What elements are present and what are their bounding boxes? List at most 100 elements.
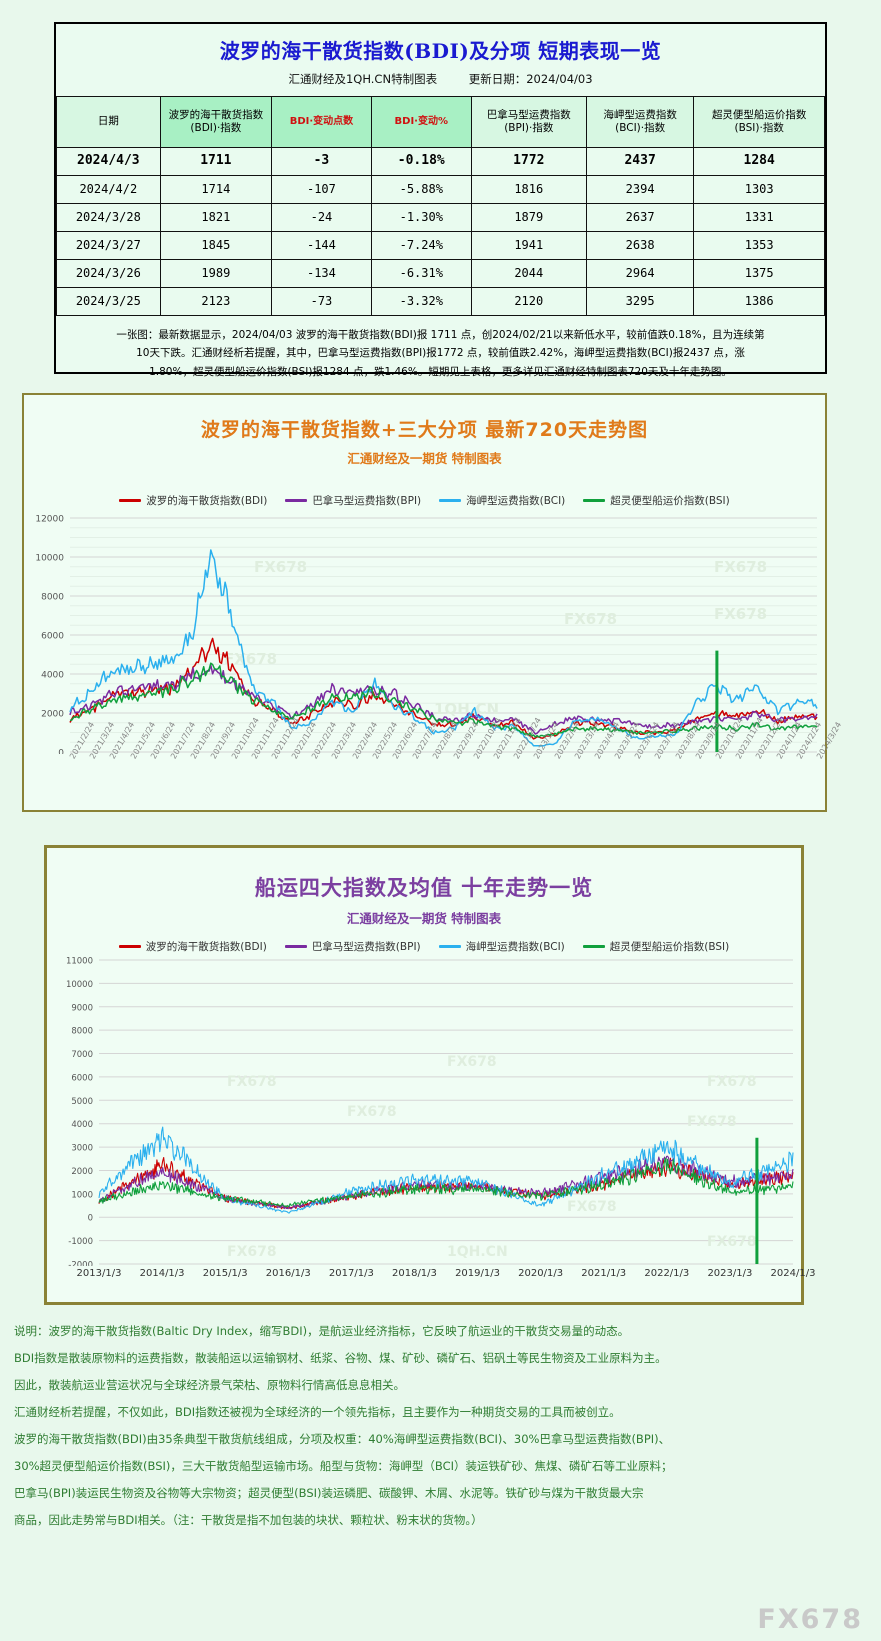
note-line-1: 一张图：最新数据显示，2024/04/03 波罗的海干散货指数(BDI)报 17… (116, 329, 765, 341)
cell-chg: -134 (271, 259, 372, 288)
cell-pct: -7.24% (370, 231, 472, 260)
note-paragraph-2: 因此，散装航运业营运状况与全球经济景气荣枯、原物料行情高低息息相关。 (14, 1378, 405, 1393)
col-bci-label-1: 海岬型运费指数 (603, 108, 677, 121)
legend-label: 波罗的海干散货指数(BDI) (145, 941, 267, 953)
svg-text:2000: 2000 (41, 710, 64, 720)
note-paragraph-4: 波罗的海干散货指数(BDI)由35条典型干散货航线组成，分项及权重：40%海岬型… (14, 1432, 671, 1447)
legend-item-0: 波罗的海干散货指数(BDI) (119, 493, 267, 508)
chart-720day-panel: 波罗的海干散货指数+三大分项 最新720天走势图 汇通财经及一期货 特制图表 波… (22, 393, 843, 812)
cell-bsi: 1284 (693, 147, 825, 176)
chart-10year-subtitle: 汇通财经及一期货 特制图表 (346, 911, 502, 926)
cell-bci: 2394 (585, 175, 695, 204)
x-axis-tick: 2013/1/3 (76, 1268, 122, 1279)
table-row: 2024/3/28 1821 -24 -1.30% 1879 2637 1331 (56, 203, 825, 232)
chart-720day-legend: 波罗的海干散货指数(BDI) 巴拿马型运费指数(BPI) 海岬型运费指数(BCI) 超… (24, 493, 825, 508)
fx678-watermark: FX678 (757, 1604, 863, 1635)
x-axis-tick: 2019/1/3 (455, 1268, 500, 1279)
legend-item-0: 波罗的海干散货指数(BDI) (118, 939, 267, 954)
cell-bpi: 1879 (470, 203, 587, 232)
cell-pct: -3.32% (370, 287, 472, 316)
legend-line-icon (583, 499, 606, 502)
cell-bdi: 1711 (159, 147, 273, 176)
explanatory-notes: 说明：波罗的海干散货指数(Baltic Dry Index，缩写BDI)，是航运… (14, 1318, 867, 1534)
col-bdi-change-points: BDI·变动点数 (271, 96, 372, 148)
cell-bci: 3295 (585, 287, 695, 316)
chart-10year-title: 船运四大指数及均值 十年走势一览 (254, 875, 594, 900)
svg-text:FX678: FX678 (227, 1244, 277, 1260)
x-axis-tick: 2022/1/3 (644, 1268, 690, 1279)
svg-text:1000: 1000 (71, 1190, 93, 1200)
chart-720day-title: 波罗的海干散货指数+三大分项 最新720天走势图 (200, 419, 649, 441)
cell-chg: -107 (271, 175, 372, 204)
table-row: 2024/3/25 2123 -73 -3.32% 2120 3295 1386 (56, 287, 825, 316)
svg-text:6000: 6000 (71, 1073, 93, 1083)
svg-text:FX678: FX678 (714, 605, 767, 623)
series-line (98, 1157, 794, 1208)
cell-bci: 2637 (585, 203, 695, 232)
cell-chg: -24 (271, 203, 372, 232)
bdi-summary-table-panel: 波罗的海干散货指数(BDI)及分项 短期表现一览 汇通财经及1QH.CN特制图表… (54, 22, 827, 378)
table-source: 汇通财经及1QH.CN特制图表 (288, 72, 438, 86)
x-axis-tick: 2018/1/3 (391, 1268, 437, 1279)
chart-720day-plot: 0 2000 4000 6000 8000 10000 12000 FX678 FX678 FX6… (24, 514, 825, 754)
svg-text:FX678: FX678 (347, 1104, 397, 1120)
table-body: 2024/4/3 1711 -3 -0.18% 1772 2437 1284 2024/4/2… (56, 147, 825, 316)
legend-line-icon (582, 945, 605, 948)
svg-text:0: 0 (58, 749, 64, 755)
col-bsi-label-1: 超灵便型船运价指数 (711, 108, 807, 121)
svg-text:9000: 9000 (71, 1003, 93, 1013)
x-axis-tick: 2024/1/3 (770, 1268, 816, 1279)
note-paragraph-5: 30%超灵便型船运价指数(BSI)，三大干散货船型运输市场。船型与货物：海岬型（… (14, 1459, 673, 1474)
chart-720day-subtitle: 汇通财经及一期货 特制图表 (347, 451, 502, 466)
cell-date: 2024/4/3 (56, 147, 161, 176)
svg-text:FX678: FX678 (447, 1054, 497, 1070)
table-row: 2024/4/3 1711 -3 -0.18% 1772 2437 1284 (56, 147, 825, 176)
col-bdi-change-points-label: BDI·变动点数 (289, 115, 354, 127)
cell-bsi: 1375 (693, 259, 825, 288)
legend-item-3: 超灵便型船运价指数(BSI) (582, 939, 730, 954)
legend-label: 巴拿马型运费指数(BPI) (312, 495, 422, 507)
series-line (69, 662, 818, 738)
svg-text:3000: 3000 (71, 1144, 93, 1154)
legend-line-icon (438, 945, 461, 948)
chart-720day-xaxis: 2021/2/24 2021/3/24 2021/4/24 2021/5/24 2021… (24, 716, 843, 834)
legend-item-1: 巴拿马型运费指数(BPI) (285, 493, 421, 508)
chart-10year-panel: 船运四大指数及均值 十年走势一览 汇通财经及一期货 特制图表 波罗的海干散货指数… (44, 845, 816, 1305)
svg-text:8000: 8000 (41, 593, 64, 603)
table-header-row: 日期 波罗的海干散货指数 (BDI)·指数 BDI·变动点数 BDI·变动% 巴… (56, 96, 825, 148)
cell-bci: 2964 (585, 259, 695, 288)
legend-line-icon (118, 945, 141, 948)
svg-text:10000: 10000 (35, 554, 64, 564)
svg-text:-1000: -1000 (68, 1237, 93, 1247)
cell-bsi: 1331 (693, 203, 825, 232)
cell-bpi: 1941 (470, 231, 587, 260)
cell-chg: -144 (271, 231, 372, 260)
x-axis-tick: 2016/1/3 (265, 1268, 311, 1279)
svg-text:4000: 4000 (41, 671, 64, 681)
cell-bsi: 1353 (693, 231, 825, 260)
chart-10year-xaxis: 2013/1/3 2014/1/3 2015/1/3 2016/1/3 2017/1/3… (47, 1266, 816, 1292)
cell-pct: -5.88% (370, 175, 472, 204)
col-date-label: 日期 (97, 115, 119, 128)
legend-item-2: 海岬型运费指数(BCI) (439, 493, 565, 508)
legend-label: 海岬型运费指数(BCI) (466, 495, 566, 507)
svg-text:8000: 8000 (71, 1027, 93, 1037)
note-paragraph-6: 巴拿马(BPI)装运民生物资及谷物等大宗物资；超灵便型(BSI)装运磷肥、碳酸钾… (14, 1486, 644, 1501)
table-row: 2024/3/26 1989 -134 -6.31% 2044 2964 1375 (56, 259, 825, 288)
legend-line-icon (439, 499, 462, 502)
cell-pct: -6.31% (370, 259, 472, 288)
x-axis-tick: 2021/1/3 (581, 1268, 627, 1279)
legend-label: 超灵便型船运价指数(BSI) (609, 941, 730, 953)
note-paragraph-0: 说明：波罗的海干散货指数(Baltic Dry Index，缩写BDI)，是航运… (14, 1324, 630, 1338)
svg-text:FX678: FX678 (564, 610, 617, 628)
cell-bpi: 1772 (470, 147, 587, 176)
legend-label: 超灵便型船运价指数(BSI) (610, 495, 730, 507)
legend-line-icon (119, 499, 142, 502)
svg-text:6000: 6000 (41, 632, 64, 642)
x-axis-tick: 2017/1/3 (328, 1268, 374, 1279)
table-summary-note: 一张图：最新数据显示，2024/04/03 波罗的海干散货指数(BDI)报 17… (64, 326, 817, 381)
series-line (98, 1126, 794, 1214)
svg-text:11000: 11000 (66, 957, 93, 967)
col-bdi-label-2: (BDI)·指数 (190, 122, 242, 134)
